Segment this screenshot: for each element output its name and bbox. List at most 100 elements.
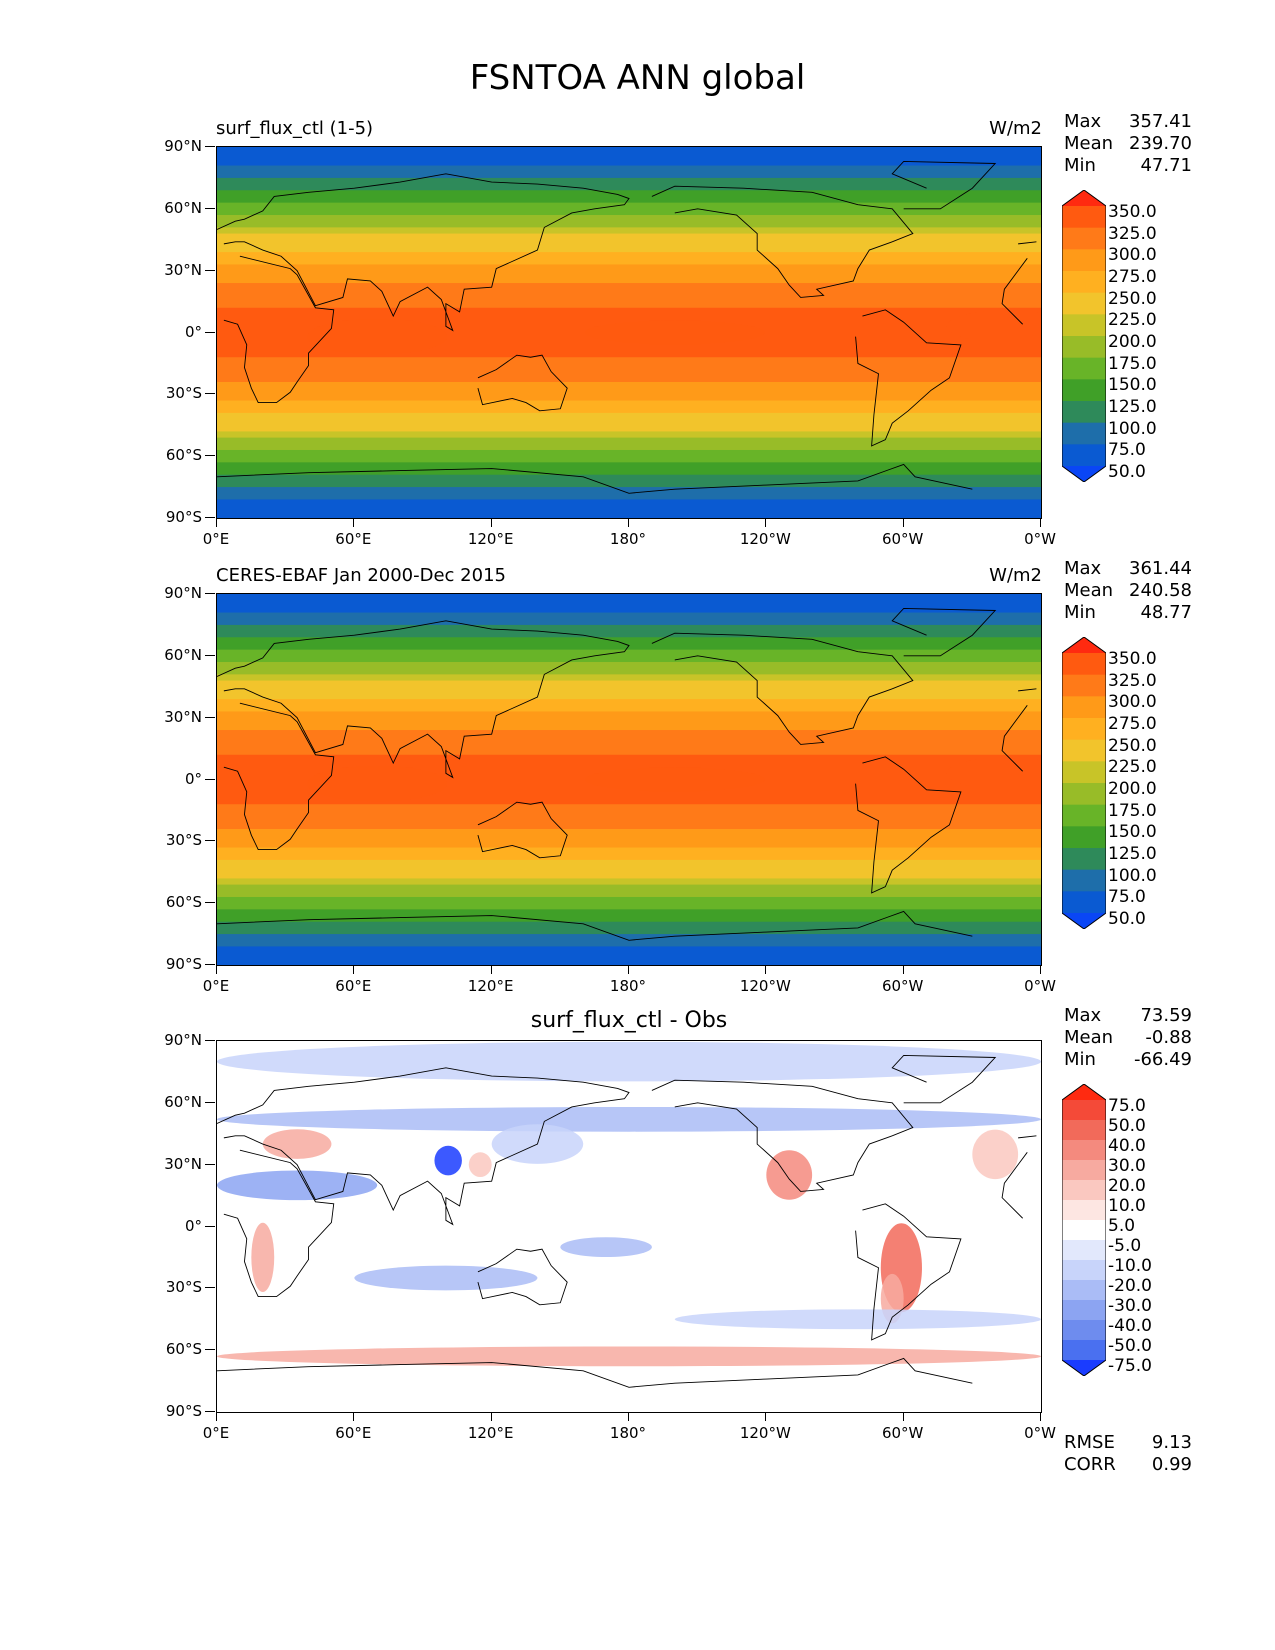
field-band [217,208,1041,216]
field-band [217,202,1041,210]
lat-tick-label: 90°N [164,584,202,602]
colorbar-segment [1062,292,1106,315]
lat-tick-mark [205,146,215,147]
field-band [217,705,1041,713]
colorbar-tick-label: 225.0 [1108,757,1157,778]
coastline [1018,688,1037,692]
field-band [217,177,1041,185]
colorbar-tick-label: -50.0 [1108,1336,1152,1356]
field-band [217,184,1041,191]
field-band [217,159,1041,167]
panel-difference: surf_flux_ctl - Obs 90°N 60°N 30°N 0° 30°S 60°… [0,1005,1275,1480]
field-band [217,631,1041,638]
field-band [217,437,1041,445]
lon-tick-label: 120°W [739,530,791,548]
field-maximum [307,318,448,355]
panel-model: surf_flux_ctl (1-5) W/m2 90°N 60°N 30°N 0° 30°… [0,111,1275,586]
field-band [217,890,1041,898]
field-maximum [946,757,1041,790]
stat-mean-label: Mean [1064,1027,1114,1048]
panel-units: W/m2 [989,565,1042,586]
field-band [217,606,1041,614]
field-band [217,934,1041,941]
colorbar-segment [1062,783,1106,806]
field-band [217,662,1041,669]
stat-mean-label: Mean [1064,580,1114,601]
field-band [217,872,1041,880]
colorbar-segment [1062,1260,1106,1281]
field-band [217,674,1041,682]
lon-tick-label: 120°E [467,1424,514,1442]
field-band [217,680,1041,688]
field-band [217,946,1041,954]
lat-tick-mark [205,840,215,842]
field-band [217,828,1041,836]
colorbar-segment [1062,1300,1106,1321]
field-band [217,406,1041,414]
field-band [217,594,1041,601]
lat-tick-label: 90°N [164,137,202,155]
field-band [217,487,1041,494]
lat-tick-label: 90°S [165,1402,202,1420]
colorbar-segment [1062,1220,1106,1241]
stat-mean: Mean -0.88 [1064,1027,1192,1049]
colorbar-tick-label: 75.0 [1108,440,1146,461]
colorbar-segment [1062,1280,1106,1301]
lon-tick-mark [628,519,629,527]
lat-tick-mark [205,654,215,656]
field-band [217,400,1041,408]
rmse-row: RMSE 9.13 [1064,1432,1192,1454]
figure-title: FSNTOA ANN global [469,58,806,98]
colorbar-segment [1062,379,1106,402]
lon-tick-mark [765,966,767,974]
colorbar-segment [1062,739,1106,762]
colorbar-tick-label: 200.0 [1108,779,1157,799]
lat-tick-label: 60°N [164,198,202,217]
lat-tick-mark [205,1163,215,1165]
field-band [217,668,1041,675]
colorbar-tick-label: 10.0 [1108,1196,1146,1216]
field-band [217,289,1041,296]
field-band [217,283,1041,290]
colorbar-segment [1062,206,1106,229]
colorbar-segment [1062,1160,1106,1181]
lon-tick-mark [902,519,904,527]
lon-tick-mark [765,1413,767,1421]
field-band [217,227,1041,235]
field-band [217,921,1041,929]
colorbar-tick-label: 275.0 [1108,714,1157,734]
field-band [217,804,1041,812]
field-band [217,816,1041,824]
lat-tick-label: 0° [184,322,202,341]
lat-tick-label: 90°S [165,508,202,526]
field-band [217,643,1041,651]
colorbar-segment [1062,891,1106,914]
field-band [217,847,1041,855]
lon-tick-mark [1040,966,1041,974]
coastline [217,1357,973,1388]
stats-box: Max 73.59 Mean -0.88 Min -66.49 [1064,1005,1192,1071]
stat-max-label: Max [1064,558,1102,579]
anomaly-region [766,1150,813,1200]
lat-tick-mark [205,716,215,718]
coastline [1018,1135,1037,1139]
field-maximum [584,767,765,792]
stat-min-label: Min [1064,1049,1096,1070]
field-band [217,165,1041,173]
lat-tick-mark [205,517,215,518]
colorbar-segment [1062,718,1106,741]
field-band [217,878,1041,886]
field-band [217,480,1041,488]
lat-tick-label: 30°S [165,384,202,403]
colorbar [1062,637,1106,929]
field-maximum [946,310,1041,343]
field-band [217,612,1041,620]
lon-tick-label: 0°E [202,977,230,995]
colorbar-tick-label: 50.0 [1108,462,1146,482]
field-band [217,252,1041,259]
lat-tick-mark [205,1101,215,1103]
field-maximum [584,320,765,345]
colorbar-tick-label: 75.0 [1108,1096,1146,1116]
rmse-value: 9.13 [1151,1432,1192,1453]
lat-tick-mark [205,269,215,271]
